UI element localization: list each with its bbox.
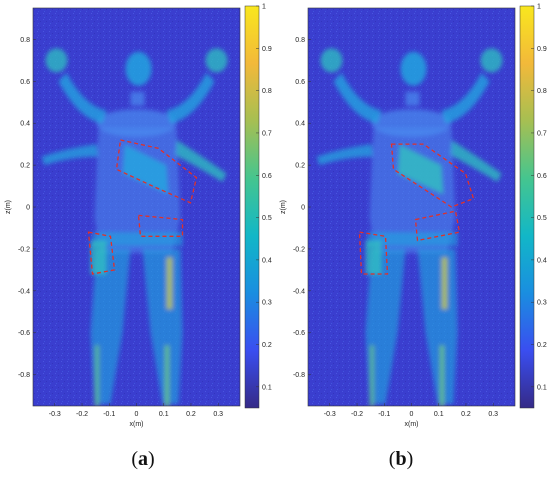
colorbar-tick-label: 0.9 xyxy=(262,46,272,53)
y-tick-label: 0.8 xyxy=(295,37,305,44)
waist-outline xyxy=(414,210,461,242)
x-tick-label: 0.2 xyxy=(461,411,471,418)
chest-outline xyxy=(115,139,198,204)
waist-outline xyxy=(137,214,184,237)
thigh-outline xyxy=(358,231,389,275)
y-tick-label: 0.6 xyxy=(20,79,30,86)
x-tick-label: 0.1 xyxy=(434,411,444,418)
caption-open-a: ( xyxy=(131,448,138,470)
y-tick-label: -0.8 xyxy=(18,372,30,379)
colorbar-tick-label: 0.1 xyxy=(537,384,547,391)
colorbar-tick-label: 1 xyxy=(537,4,541,11)
caption-b: (b) xyxy=(371,448,431,471)
body-scan xyxy=(308,8,515,406)
y-tick-label: -0.4 xyxy=(18,288,30,295)
y-axis-label: z(m) xyxy=(280,200,287,214)
colorbar-tick-label: 0.5 xyxy=(262,215,272,222)
x-axis-label: x(m) xyxy=(405,421,419,428)
colorbar-tick-label: 0.2 xyxy=(262,342,272,349)
colorbar-tick-label: 0.8 xyxy=(537,88,547,95)
caption-close-b: ) xyxy=(406,448,414,470)
caption-close-a: ) xyxy=(148,448,155,470)
scan-image-a: -0.3 -0.2 -0.1 0 0.1 0.2 0.3 0.8 0.6 0.4 0.2 0 -0.2 -… xyxy=(5,4,272,429)
colorbar-tick-label: 0.3 xyxy=(537,300,547,307)
y-tick-label: -0.8 xyxy=(293,372,305,379)
y-tick-label: -0.4 xyxy=(293,288,305,295)
colorbar-tick-label: 0.5 xyxy=(537,215,547,222)
colorbar xyxy=(519,5,535,409)
y-tick-label: 0 xyxy=(26,205,30,212)
caption-a: (a) xyxy=(113,448,173,471)
y-tick-label: -0.2 xyxy=(293,246,305,253)
scan-image-b: -0.3 -0.2 -0.1 0 0.1 0.2 0.3 0.8 0.6 0.4 0.2 0 -0.2 -… xyxy=(280,4,547,429)
x-tick-label: 0 xyxy=(410,411,414,418)
panel-b: -0.3 -0.2 -0.1 0 0.1 0.2 0.3 0.8 0.6 0.4 0.2 0 -0.2 -… xyxy=(275,0,550,481)
chest-outline xyxy=(390,143,475,208)
colorbar-tick-label: 0.6 xyxy=(537,173,547,180)
y-tick-label: 0 xyxy=(301,205,305,212)
colorbar-tick-label: 0.3 xyxy=(262,300,272,307)
colorbar-tick-label: 0.7 xyxy=(537,130,547,137)
panel-a: -0.3 -0.2 -0.1 0 0.1 0.2 0.3 0.8 0.6 0.4 0.2 0 -0.2 -… xyxy=(5,4,272,429)
caption-letter-a: a xyxy=(138,448,148,470)
y-tick-label: -0.6 xyxy=(18,330,30,337)
y-tick-label: 0.2 xyxy=(20,163,30,170)
x-tick-label: 0.3 xyxy=(213,411,223,418)
y-tick-label: 0.4 xyxy=(295,121,305,128)
y-axis-label: z(m) xyxy=(5,200,12,214)
x-tick-label: -0.1 xyxy=(378,411,390,418)
y-tick-label: 0.4 xyxy=(20,121,30,128)
colorbar-tick-label: 0.7 xyxy=(262,130,272,137)
y-tick-label: 0.8 xyxy=(20,37,30,44)
caption-open-b: ( xyxy=(388,448,396,470)
colorbar-tick-label: 1 xyxy=(262,4,266,11)
y-tick-label: 0.2 xyxy=(295,163,305,170)
colorbar-tick-label: 0.1 xyxy=(262,384,272,391)
x-tick-label: -0.1 xyxy=(103,411,115,418)
x-tick-label: -0.3 xyxy=(324,411,336,418)
y-tick-label: -0.2 xyxy=(18,246,30,253)
colorbar-tick-label: 0.4 xyxy=(537,257,547,264)
x-tick-label: 0.1 xyxy=(159,411,169,418)
colorbar-tick-label: 0.8 xyxy=(262,88,272,95)
colorbar-tick-label: 0.2 xyxy=(537,342,547,349)
x-axis-label: x(m) xyxy=(130,421,144,428)
x-tick-label: 0.2 xyxy=(186,411,196,418)
caption-letter-b: b xyxy=(395,448,407,470)
y-tick-label: 0.6 xyxy=(295,79,305,86)
colorbar-tick-label: 0.4 xyxy=(262,257,272,264)
x-tick-label: -0.3 xyxy=(49,411,61,418)
x-tick-label: 0.3 xyxy=(488,411,498,418)
x-tick-label: -0.2 xyxy=(351,411,363,418)
x-tick-label: 0 xyxy=(135,411,139,418)
colorbar-tick-label: 0.6 xyxy=(262,173,272,180)
colorbar xyxy=(244,5,260,409)
y-tick-label: -0.6 xyxy=(293,330,305,337)
x-tick-label: -0.2 xyxy=(76,411,88,418)
body-scan xyxy=(33,8,240,406)
colorbar-tick-label: 0.9 xyxy=(537,46,547,53)
thigh-outline xyxy=(87,231,116,275)
